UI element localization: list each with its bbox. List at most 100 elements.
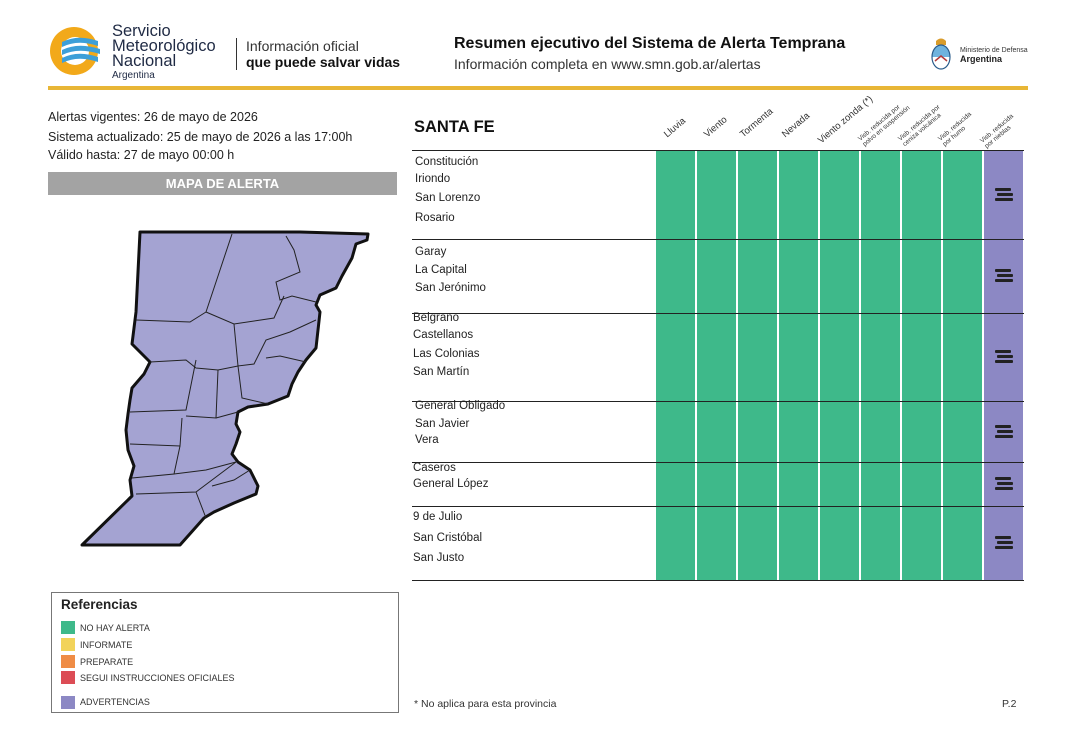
alert-cell-none <box>779 402 818 462</box>
ref-swatch-no-alert <box>61 621 75 634</box>
alert-cell-none <box>820 463 859 506</box>
smn-logo-icon <box>50 27 100 75</box>
alert-cell-none <box>943 507 982 580</box>
column-header-0: Lluvia <box>661 115 689 140</box>
alert-cell-none <box>738 402 777 462</box>
system-updated: Sistema actualizado: 25 de mayo de 2026 … <box>48 130 353 144</box>
province-name: SANTA FE <box>414 118 495 136</box>
department-name: San Cristóbal <box>413 532 483 544</box>
alert-cell-none <box>861 507 900 580</box>
department-name: Iriondo <box>415 173 451 185</box>
department-name: San Martín <box>413 366 470 378</box>
map-header: MAPA DE ALERTA <box>48 172 397 195</box>
province-shape <box>80 230 370 547</box>
alert-cell-none <box>779 463 818 506</box>
alert-cell-none <box>738 463 777 506</box>
alert-cell-none <box>697 151 736 239</box>
row-divider <box>412 150 1024 152</box>
alert-cell-none <box>861 240 900 313</box>
ref-swatch-segui <box>61 671 75 684</box>
department-name: Rosario <box>415 212 455 224</box>
alert-cell-none <box>861 402 900 462</box>
department-name: Las Colonias <box>413 348 480 360</box>
alert-cell-none <box>656 314 695 401</box>
row-divider <box>412 401 1024 403</box>
alert-cell-none <box>943 402 982 462</box>
column-header-1: Viento <box>701 114 730 140</box>
department-name: Constitución <box>415 156 479 168</box>
coat-of-arms-icon <box>931 38 951 70</box>
alert-cell-none <box>697 463 736 506</box>
alert-cell-none <box>943 314 982 401</box>
department-name: Belgrano <box>413 312 460 324</box>
alert-cell-none <box>779 314 818 401</box>
department-name: San Justo <box>413 552 465 564</box>
alert-cell-advertencia <box>984 507 1023 580</box>
alert-cell-none <box>738 151 777 239</box>
fog-lines-icon <box>995 425 1015 441</box>
tagline-line1: Información oficial <box>246 38 359 54</box>
column-header-2: Tormenta <box>737 106 776 140</box>
alert-cell-none <box>656 240 695 313</box>
alert-cell-advertencia <box>984 240 1023 313</box>
row-divider <box>412 239 1024 241</box>
row-divider <box>412 580 1024 582</box>
santa-fe-alert-map <box>80 230 370 547</box>
row-divider <box>412 506 1024 508</box>
column-header-3: Nevada <box>779 110 813 140</box>
alert-cell-none <box>902 240 941 313</box>
tagline: Información oficial que puede salvar vid… <box>236 38 400 70</box>
ref-swatch-advertencias <box>61 696 75 709</box>
alert-cell-none <box>738 240 777 313</box>
fog-lines-icon <box>995 269 1015 285</box>
alert-cell-none <box>902 463 941 506</box>
department-name: Garay <box>415 246 447 258</box>
alert-cell-none <box>943 151 982 239</box>
tagline-line2: que puede salvar vidas <box>246 54 401 70</box>
department-name: Vera <box>415 434 439 446</box>
alert-cell-none <box>697 402 736 462</box>
alert-cell-none <box>902 314 941 401</box>
alert-cell-none <box>779 151 818 239</box>
row-divider <box>412 313 1024 315</box>
alert-cell-none <box>820 240 859 313</box>
page-number: P.2 <box>1002 698 1017 710</box>
alert-cell-none <box>656 463 695 506</box>
row-divider <box>412 462 1024 464</box>
ref-swatch-informate <box>61 638 75 651</box>
alert-cell-none <box>861 314 900 401</box>
alert-cell-none <box>820 402 859 462</box>
department-name: General Obligado <box>415 400 506 412</box>
alert-cell-none <box>820 314 859 401</box>
fog-lines-icon <box>995 350 1015 366</box>
org-name: Servicio Meteorológico Nacional Argentin… <box>112 22 216 81</box>
alert-cell-none <box>902 151 941 239</box>
alert-cell-none <box>861 151 900 239</box>
page-subtitle: Información completa en www.smn.gob.ar/a… <box>454 56 761 72</box>
ref-label-no-alert: NO HAY ALERTA <box>80 623 150 633</box>
alert-cell-none <box>902 507 941 580</box>
alert-cell-none <box>779 240 818 313</box>
alert-cell-advertencia <box>984 314 1023 401</box>
department-name: San Jerónimo <box>415 282 486 294</box>
ref-label-advertencias: ADVERTENCIAS <box>80 697 150 707</box>
alert-cell-none <box>943 463 982 506</box>
references-box <box>51 592 399 713</box>
column-header-8: Visb. reducida por nieblas <box>979 113 1019 150</box>
fog-lines-icon <box>995 536 1015 552</box>
department-name: 9 de Julio <box>413 511 463 523</box>
ref-label-preparate: PREPARATE <box>80 657 134 667</box>
ministry-label: Ministerio de Defensa Argentina <box>960 47 1028 64</box>
alert-cell-none <box>861 463 900 506</box>
alert-cell-none <box>697 314 736 401</box>
alert-cell-none <box>738 507 777 580</box>
header-divider <box>48 86 1028 90</box>
alert-cell-none <box>656 151 695 239</box>
department-name: San Javier <box>415 418 470 430</box>
alert-cell-none <box>820 151 859 239</box>
fog-lines-icon <box>995 188 1015 204</box>
department-name: La Capital <box>415 264 467 276</box>
alert-cell-none <box>820 507 859 580</box>
department-name: San Lorenzo <box>415 192 481 204</box>
alert-cell-none <box>697 507 736 580</box>
